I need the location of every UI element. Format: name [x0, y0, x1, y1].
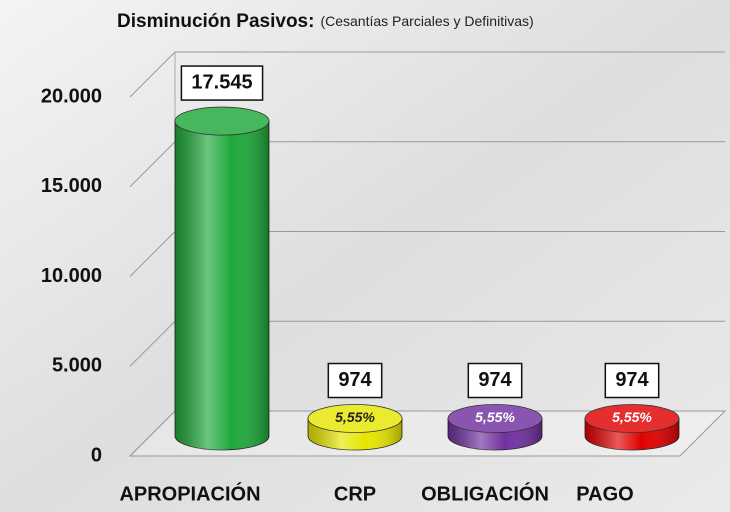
value-label: 974 — [615, 369, 649, 391]
y-tick-label: 15.000 — [41, 175, 102, 197]
cylinder — [447, 404, 543, 451]
chart-title: Disminución Pasivos: (Cesantías Parciales… — [117, 11, 534, 32]
cylinder-top-shine — [308, 404, 402, 433]
cylinder-top — [174, 106, 270, 136]
value-label-box — [604, 362, 660, 399]
y-tick-label: 5.000 — [52, 355, 102, 377]
y-tick-label: 0 — [91, 444, 102, 466]
cylinder-top-shine — [585, 404, 679, 433]
percent-label: 5,55% — [335, 409, 375, 425]
cylinder-top — [307, 404, 403, 433]
x-tick-label: OBLIGACIÓN — [421, 481, 549, 505]
subtitle: (Cesantías Parciales y Definitivas) — [320, 13, 533, 29]
cylinder — [584, 404, 680, 451]
cylinder-top — [447, 404, 543, 433]
value-label-box — [467, 362, 523, 399]
cylinder — [307, 404, 403, 451]
value-label: 974 — [338, 369, 372, 391]
value-label-box — [327, 362, 383, 399]
x-tick-label: PAGO — [576, 483, 633, 505]
x-tick-label: CRP — [334, 483, 376, 505]
value-label: 17.545 — [191, 71, 252, 93]
cylinder-top-shine — [448, 404, 542, 433]
percent-label: 5,55% — [475, 409, 515, 425]
cylinder-top — [584, 404, 680, 433]
cylinder-shade — [175, 121, 269, 450]
y-tick-label: 10.000 — [41, 265, 102, 287]
value-label: 974 — [478, 369, 512, 391]
title: Disminución Pasivos: — [117, 11, 314, 32]
x-tick-label: APROPIACIÓN — [119, 481, 260, 505]
y-tick-label: 20.000 — [41, 85, 102, 107]
grid-line — [129, 51, 725, 98]
cylinder-top-shine — [175, 107, 269, 136]
cylinder — [174, 106, 270, 451]
value-label-box — [180, 65, 264, 101]
percent-label: 5,55% — [612, 409, 652, 425]
